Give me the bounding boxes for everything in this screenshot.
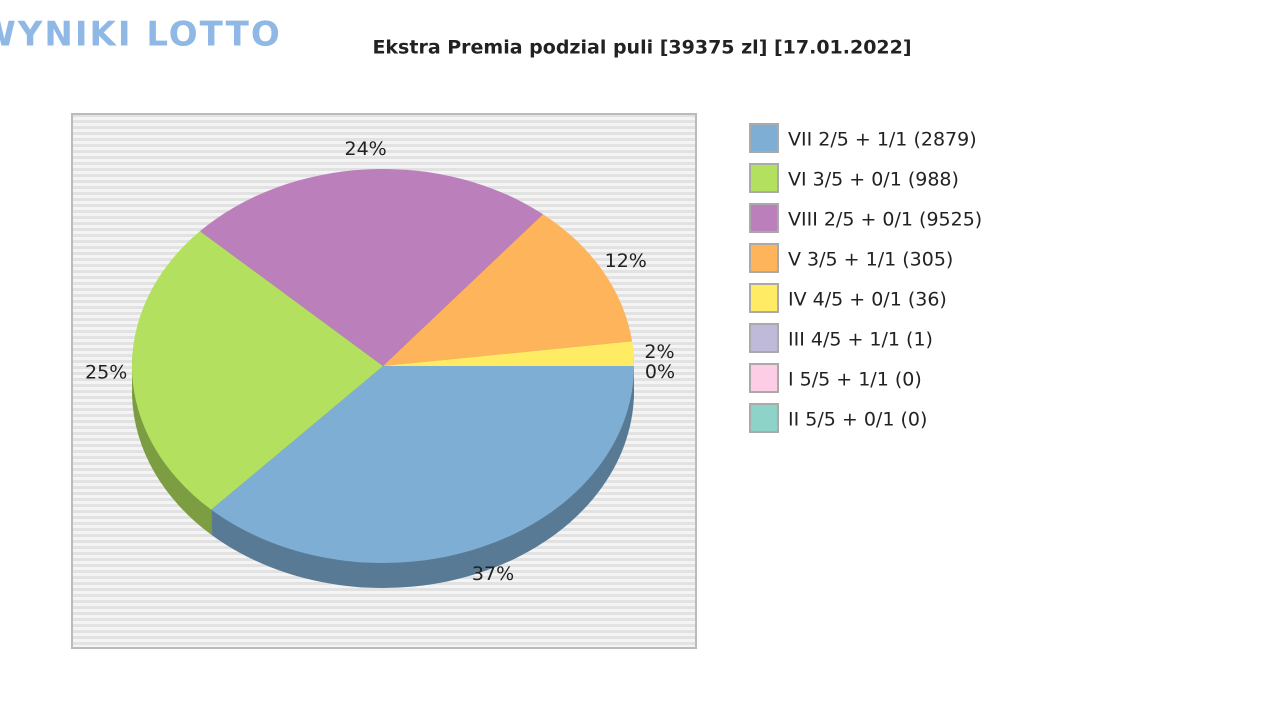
slice	[211, 366, 634, 563]
data-label: 12%	[605, 250, 647, 272]
logo: WYNIKI LOTTO	[0, 15, 282, 55]
legend: VII 2/5 + 1/1 (2879) VI 3/5 + 0/1 (988) VI…	[749, 123, 982, 433]
chart-title: Ekstra Premia podzial puli [39375 zl] [1…	[372, 37, 911, 59]
legend-label: VII 2/5 + 1/1 (2879)	[788, 129, 977, 151]
legend-label: IV 4/5 + 0/1 (36)	[788, 289, 947, 311]
legend-label: III 4/5 + 1/1 (1)	[788, 329, 933, 351]
legend-swatch	[749, 363, 779, 393]
data-label: 2%	[644, 341, 674, 363]
legend-swatch	[749, 243, 779, 273]
slice	[200, 169, 543, 366]
data-label: 24%	[344, 138, 386, 160]
legend-swatch	[749, 163, 779, 193]
legend-label: V 3/5 + 1/1 (305)	[788, 249, 953, 271]
legend-swatch	[749, 323, 779, 353]
pie: 37% 25% 24% 12% 2%0%	[85, 138, 675, 588]
data-label: 25%	[85, 362, 127, 384]
data-label: 0%	[645, 361, 675, 383]
legend-swatch	[749, 123, 779, 153]
legend-label: VI 3/5 + 0/1 (988)	[788, 169, 959, 191]
legend-label: II 5/5 + 0/1 (0)	[788, 409, 927, 431]
legend-swatch	[749, 283, 779, 313]
slice	[383, 214, 633, 366]
slice	[383, 341, 634, 366]
data-label: 37%	[472, 563, 514, 585]
slice	[132, 231, 383, 510]
legend-swatch	[749, 403, 779, 433]
legend-label: I 5/5 + 1/1 (0)	[788, 369, 922, 391]
legend-label: VIII 2/5 + 0/1 (9525)	[788, 209, 982, 231]
legend-swatch	[749, 203, 779, 233]
